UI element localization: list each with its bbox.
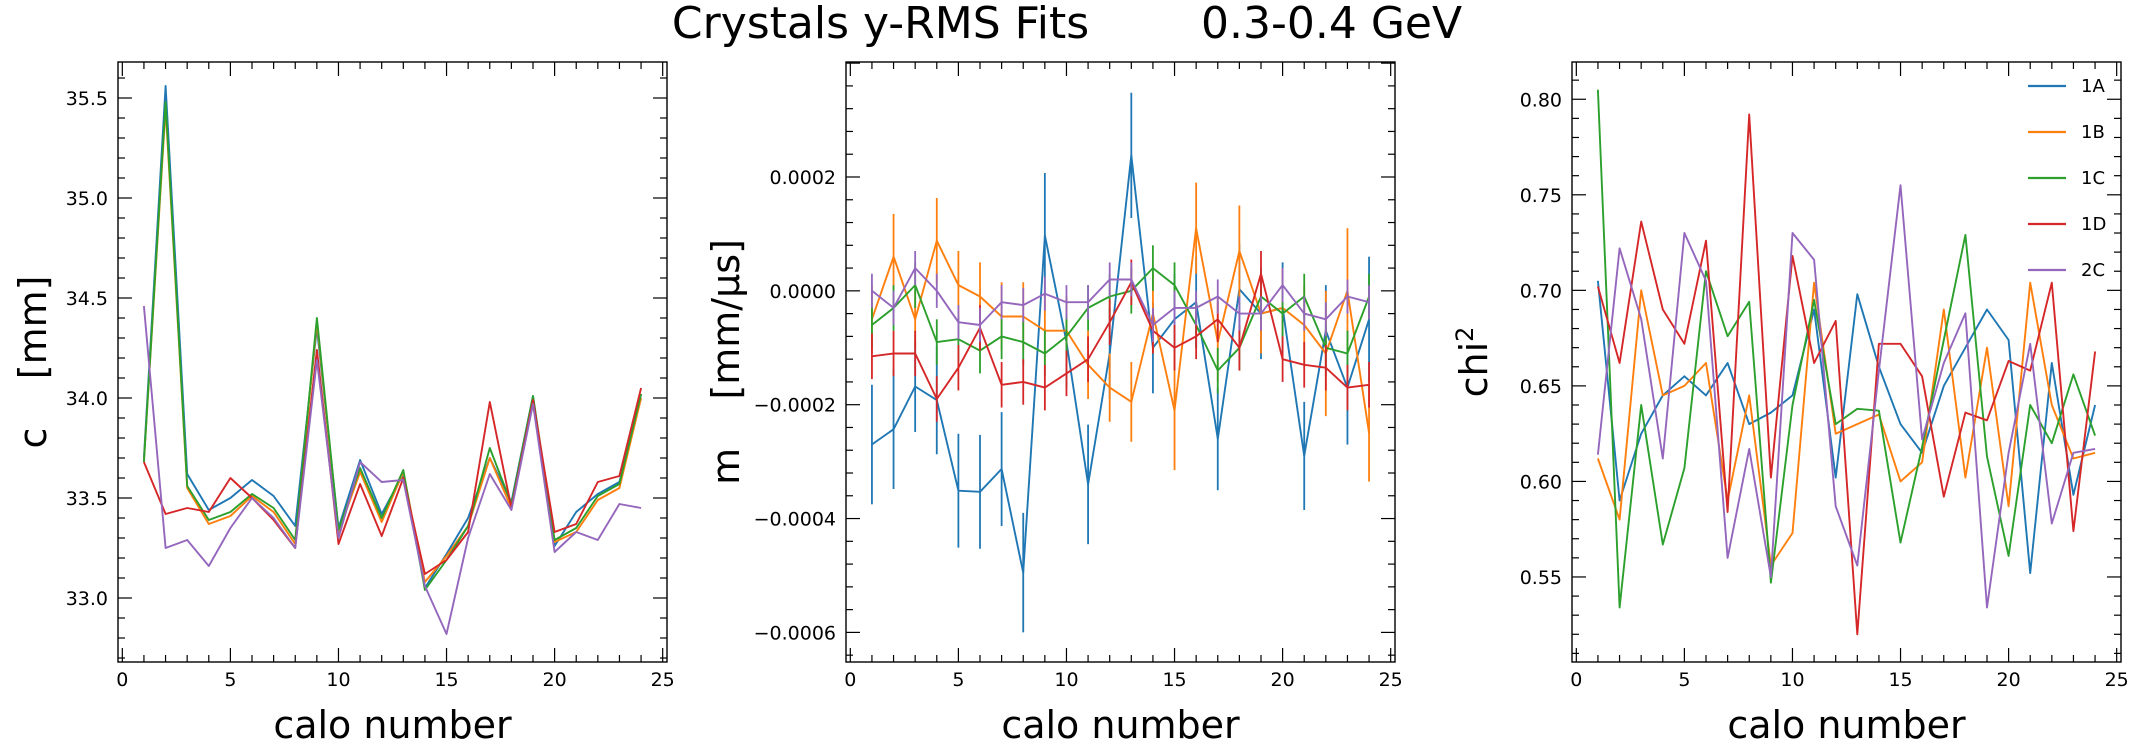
- legend-label-1B: 1B: [2081, 122, 2105, 143]
- y-tick-label: 35.0: [66, 188, 108, 210]
- y-tick-label: 0.70: [1520, 280, 1562, 302]
- y-tick-label: 0.60: [1520, 471, 1562, 493]
- series-1A: [1596, 280, 2097, 575]
- series-line-1A: [871, 154, 1371, 574]
- y-axis-label: c [mm]: [11, 276, 55, 449]
- series-line-1B: [142, 107, 643, 583]
- y-tick-label: −0.0002: [754, 395, 836, 417]
- legend-label-1A: 1A: [2081, 76, 2105, 97]
- axes-frame: [1571, 61, 2122, 663]
- legend-label-1C: 1C: [2081, 168, 2105, 189]
- axes-frame: [117, 61, 668, 663]
- series-line-1D: [143, 349, 643, 575]
- series-1B: [1597, 281, 2096, 567]
- y-tick-label: 33.0: [66, 588, 108, 610]
- x-tick-label: 15: [1888, 669, 1912, 691]
- series-1C: [871, 245, 1370, 394]
- series-1D: [1596, 113, 2097, 636]
- x-tick-label: 5: [224, 669, 236, 691]
- y-tick-label: 34.5: [66, 288, 108, 310]
- series-line-2C: [1596, 184, 2096, 609]
- legend-label-2C: 2C: [2081, 260, 2105, 281]
- plot-area: [1596, 89, 2097, 636]
- series-1B: [142, 107, 643, 583]
- x-tick-label: 20: [1997, 669, 2021, 691]
- x-tick-label: 10: [1054, 669, 1078, 691]
- x-tick-label: 25: [651, 669, 675, 691]
- y-tick-label: −0.0006: [754, 622, 836, 644]
- x-tick-label: 0: [116, 669, 128, 691]
- y-tick-label: 35.5: [66, 88, 108, 110]
- y-tick-label: 0.80: [1520, 89, 1562, 111]
- y-axis-label: m [mm/μs]: [704, 239, 748, 485]
- x-tick-label: 5: [1678, 669, 1690, 691]
- x-tick-label: 10: [326, 669, 350, 691]
- x-tick-label: 20: [543, 669, 567, 691]
- y-tick-label: 0.0000: [770, 281, 836, 303]
- x-tick-label: 20: [1271, 669, 1295, 691]
- panel-1: 0 5 10 15 20 25 33.0 33.5 34.0 34.5 35.0 35.5 calo n…: [11, 61, 675, 747]
- series-line-1C: [142, 101, 643, 591]
- y-tick-label: −0.0004: [754, 509, 836, 531]
- axes-frame: [845, 61, 1396, 663]
- x-tick-label: 15: [1162, 669, 1186, 691]
- series-1D: [143, 349, 643, 575]
- series-line-1A: [142, 85, 643, 589]
- x-axis-label: calo number: [1001, 703, 1240, 747]
- series-line-1B: [1597, 281, 2096, 567]
- panel-3: 0 5 10 15 20 25 0.55 0.60 0.65 0.70 0.75 0.80 calo n…: [1451, 61, 2129, 747]
- y-tick-label: 0.65: [1520, 376, 1562, 398]
- panel-2: 0 5 10 15 20 25 −0.0006 −0.0004 −0.0002 0.0000 0.0…: [704, 61, 1403, 747]
- series-1A: [142, 85, 643, 589]
- series-line-1C: [1596, 89, 2096, 609]
- legend: 1A 1B 1C 1D 2C: [2028, 76, 2106, 281]
- series-2C: [871, 250, 1370, 343]
- y-tick-label: 0.55: [1520, 567, 1562, 589]
- y-axis-label: chi2: [1451, 327, 1496, 398]
- series-2C: [142, 305, 642, 635]
- series-line-1A: [1596, 280, 2097, 575]
- plot-area: [871, 92, 1371, 633]
- x-axis-label: calo number: [1727, 703, 1966, 747]
- y-tick-label: 0.0002: [770, 167, 836, 189]
- series-line-2C: [142, 305, 642, 635]
- y-axis-label-sup: 2: [1451, 327, 1479, 342]
- x-axis-label: calo number: [273, 703, 512, 747]
- figure-title: Crystals y-RMS Fits 0.3-0.4 GeV: [672, 0, 1462, 49]
- y-tick-label: 34.0: [66, 388, 108, 410]
- series-line-1D: [871, 272, 1370, 400]
- series-1C: [1596, 89, 2096, 609]
- series-2C: [1596, 184, 2096, 609]
- series-line-1D: [1596, 113, 2097, 636]
- series-1C: [142, 101, 643, 591]
- x-tick-label: 5: [952, 669, 964, 691]
- y-tick-label: 0.75: [1520, 185, 1562, 207]
- x-tick-label: 0: [1570, 669, 1582, 691]
- series-1D: [871, 250, 1370, 422]
- legend-label-1D: 1D: [2081, 214, 2106, 235]
- x-tick-label: 0: [844, 669, 856, 691]
- x-tick-label: 25: [2105, 669, 2129, 691]
- plot-area: [142, 85, 643, 635]
- series-line-2C: [871, 267, 1370, 326]
- y-tick-label: 33.5: [66, 488, 108, 510]
- x-tick-label: 10: [1780, 669, 1804, 691]
- series-line-1C: [871, 267, 1370, 372]
- x-tick-label: 25: [1379, 669, 1403, 691]
- x-tick-label: 15: [434, 669, 458, 691]
